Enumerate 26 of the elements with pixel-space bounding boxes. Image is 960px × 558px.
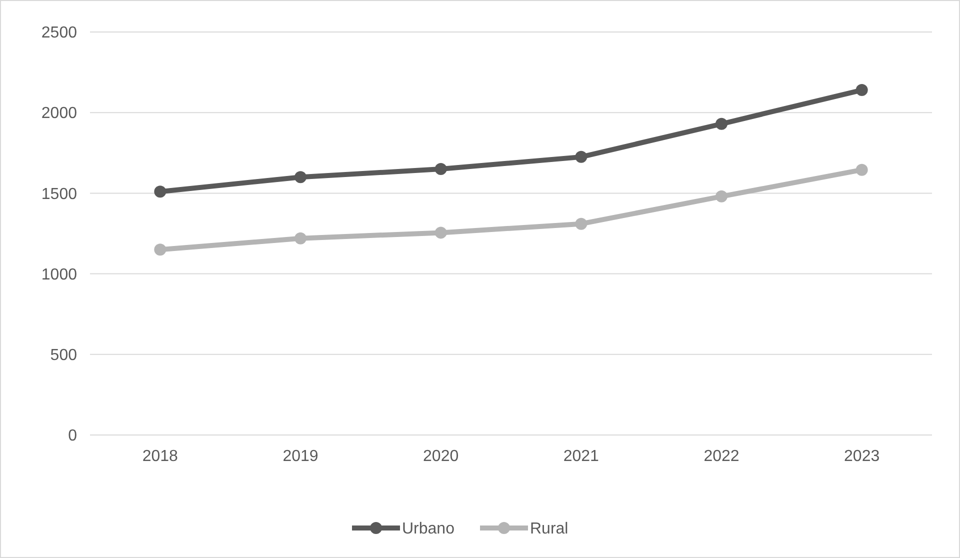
point: [294, 171, 306, 184]
legend-label: Rural: [530, 520, 568, 538]
point: [434, 163, 447, 176]
y-tick-label: 2000: [41, 105, 78, 122]
y-tick-label: 1500: [41, 186, 78, 203]
y-tick-label: 500: [50, 347, 78, 364]
y-tick-label: 1000: [41, 266, 78, 284]
point: [575, 150, 588, 163]
point: [154, 186, 166, 198]
point: [716, 118, 728, 130]
point: [856, 164, 868, 176]
x-tick-label: 2022: [704, 448, 740, 465]
x-tick-label: 2021: [563, 448, 600, 465]
x-tick-label: 2018: [142, 448, 178, 465]
x-tick-label: 2020: [423, 448, 459, 465]
y-tick-label: 0: [68, 428, 78, 445]
point: [716, 190, 728, 202]
point: [575, 218, 588, 230]
point: [434, 226, 447, 239]
y-tick-label: 2500: [41, 24, 78, 42]
point: [154, 244, 166, 256]
x-tick-label: 2023: [844, 448, 880, 465]
point: [856, 84, 868, 96]
point: [294, 232, 306, 244]
legend-label: Urbano: [402, 520, 455, 538]
x-tick-label: 2019: [282, 448, 318, 465]
